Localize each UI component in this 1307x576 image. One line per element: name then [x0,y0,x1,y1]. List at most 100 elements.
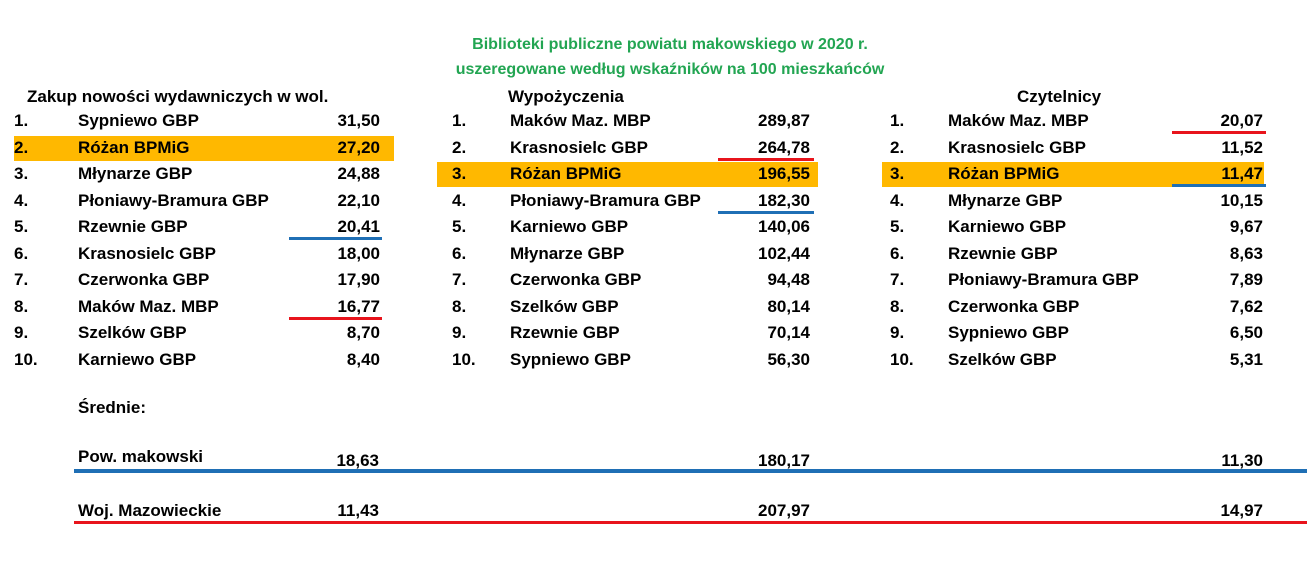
ranking-row: 1. Maków Maz. MBP 20,07 [882,109,1273,136]
section-title-purchases: Zakup nowości wydawniczych w wol. [27,87,329,106]
ranking-row: 6. Młynarze GBP 102,44 [440,242,820,269]
ranking-row: 4. Płoniawy-Bramura GBP 182,30 [440,189,820,216]
indicator-value: 102,44 [758,243,810,263]
indicator-value: 27,20 [337,137,380,157]
ranking-panel-loans: 1. Maków Maz. MBP 289,87 2. Krasnosielc GBP 2… [437,109,820,374]
library-name: Maków Maz. MBP [510,111,651,130]
ranking-row: 1. Sypniewo GBP 31,50 [14,109,390,136]
rank-number: 8. [452,296,467,316]
rank-number: 4. [890,190,905,210]
rank-number: 3. [14,164,29,183]
rank-number: 6. [890,243,905,263]
averages-label: Średnie: [78,398,147,417]
ranking-row: 10. Szelków GBP 5,31 [882,348,1273,375]
rank-number: 1. [14,111,29,130]
ranking-row: 8. Maków Maz. MBP 16,77 [14,295,390,322]
indicator-value: 10,15 [1220,190,1263,210]
rank-number: 8. [890,296,905,316]
ranking-row: 10. Karniewo GBP 8,40 [14,348,390,375]
indicator-value: 20,41 [337,217,380,236]
library-name: Szelków GBP [510,296,619,316]
library-name: Karniewo GBP [510,217,629,236]
title-line-1: Biblioteki publiczne powiatu makowskiego… [472,36,868,53]
voivodeship-value-purchases: 11,43 [337,501,379,520]
ranking-row: 4. Płoniawy-Bramura GBP 22,10 [14,189,390,216]
indicator-value: 22,10 [337,190,380,210]
library-name: Rzewnie GBP [510,323,620,342]
rank-number: 7. [890,270,905,289]
indicator-value: 140,06 [758,217,810,236]
indicator-value: 94,48 [767,270,810,289]
section-title-loans: Wypożyczenia [508,87,624,106]
library-name: Karniewo GBP [948,217,1067,236]
library-name: Krasnosielc GBP [510,137,648,157]
library-name: Maków Maz. MBP [78,296,219,316]
ranking-row: 6. Rzewnie GBP 8,63 [882,242,1273,269]
row-highlight [14,135,394,161]
library-name: Rzewnie GBP [948,243,1058,263]
voivodeship-average-marker [289,317,382,320]
library-name: Krasnosielc GBP [948,137,1086,157]
rank-number: 9. [452,323,467,342]
indicator-value: 20,07 [1220,111,1263,130]
indicator-value: 80,14 [767,296,810,316]
ranking-row: 7. Czerwonka GBP 17,90 [14,268,390,295]
rank-number: 8. [14,296,29,316]
title-line-2: uszeregowane według wskaźników na 100 mi… [455,61,885,78]
indicator-value: 7,62 [1229,296,1263,316]
library-name: Czerwonka GBP [948,296,1080,316]
rank-number: 4. [14,190,29,210]
rank-number: 6. [14,243,29,263]
county-value-purchases: 18,63 [336,451,379,470]
library-name: Rzewnie GBP [78,217,188,236]
library-name: Młynarze GBP [948,190,1063,210]
ranking-panel-purchases: 1. Sypniewo GBP 31,50 2. Różan BPMiG 27,20 3. M… [14,109,394,375]
ranking-row: 8. Czerwonka GBP 7,62 [882,295,1273,322]
county-divider [74,469,1307,473]
voivodeship-divider [74,521,1307,524]
ranking-row: 5. Rzewnie GBP 20,41 [14,215,390,242]
county-name: Pow. makowski [78,447,204,466]
indicator-value: 196,55 [758,164,810,183]
voivodeship-average-marker [1172,131,1266,134]
ranking-panel-readers: 1. Maków Maz. MBP 20,07 2. Krasnosielc GBP 11… [882,109,1273,374]
county-average-marker [718,211,814,214]
ranking-row: 2. Różan BPMiG 27,20 [14,135,394,163]
ranking-row: 3. Różan BPMiG 11,47 [882,162,1273,189]
indicator-value: 11,47 [1221,164,1263,183]
library-name: Maków Maz. MBP [948,111,1089,130]
indicator-value: 56,30 [767,349,810,369]
indicator-value: 6,50 [1229,323,1263,342]
indicator-value: 264,78 [758,137,810,157]
rank-number: 2. [452,137,467,157]
county-average-marker [289,237,382,240]
library-name: Różan BPMiG [948,164,1060,183]
indicator-value: 7,89 [1229,270,1263,289]
indicator-value: 5,31 [1229,349,1263,369]
indicator-value: 70,14 [767,323,810,342]
rank-number: 5. [890,217,905,236]
rank-number: 10. [452,349,476,369]
rank-number: 3. [452,164,467,183]
indicator-value: 24,88 [337,164,380,183]
county-value-readers: 11,30 [1221,451,1263,470]
ranking-row: 2. Krasnosielc GBP 264,78 [440,136,820,163]
library-name: Różan BPMiG [78,137,190,157]
indicator-value: 8,40 [346,349,380,369]
indicator-value: 31,50 [337,111,380,130]
rank-number: 3. [890,164,905,183]
ranking-row: 8. Szelków GBP 80,14 [440,295,820,322]
ranking-row: 7. Czerwonka GBP 94,48 [440,268,820,295]
library-name: Sypniewo GBP [948,323,1069,342]
rank-number: 2. [14,137,29,157]
ranking-row: 2. Krasnosielc GBP 11,52 [882,136,1273,163]
row-highlight [882,162,1264,187]
indicator-value: 17,90 [337,270,380,289]
library-name: Szelków GBP [948,349,1057,369]
rank-number: 7. [14,270,29,289]
voivodeship-name: Woj. Mazowieckie [78,501,222,520]
ranking-row: 4. Młynarze GBP 10,15 [882,189,1273,216]
indicator-value: 9,67 [1229,217,1263,236]
voivodeship-value-readers: 14,97 [1220,501,1263,520]
voivodeship-value-loans: 207,97 [758,501,810,520]
